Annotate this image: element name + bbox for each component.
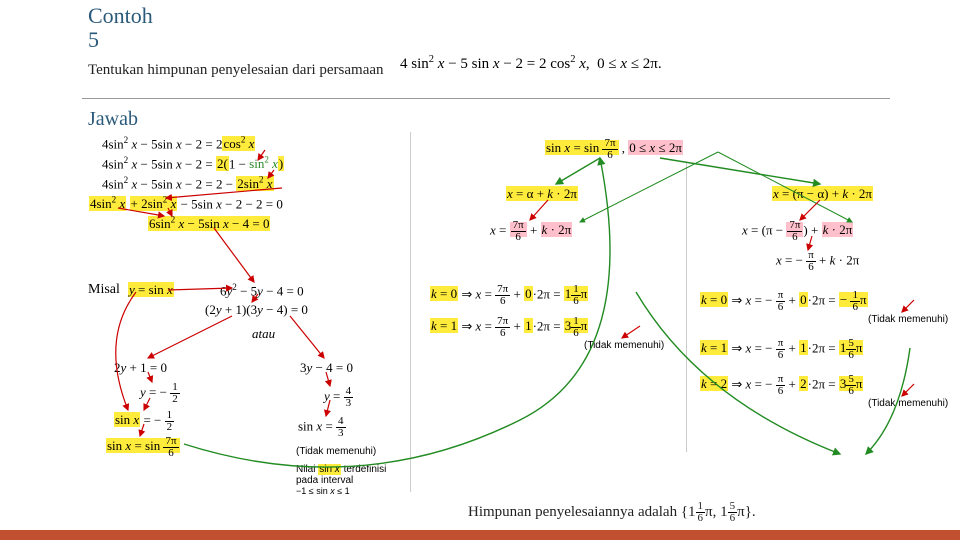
left-branch-3: sin x = − 12 xyxy=(114,410,174,433)
step-3: 4sin2 x − 5sin x − 2 = 2 − 2sin2 x xyxy=(102,175,274,192)
left-branch-2: y = − 12 xyxy=(140,382,180,405)
problem-intro: Tentukan himpunan penyelesaian dari pers… xyxy=(88,62,384,79)
solB-1: x = (π − 7π6) + k · 2π xyxy=(742,220,853,243)
not-satisfy-4: (Tidak memenuhi) xyxy=(868,398,948,409)
formula-right: x = (π − α) + k · 2π xyxy=(772,186,873,202)
solB-k2: k = 2 ⇒ x = − π6 + 2·2π = 356π xyxy=(700,374,863,397)
problem-equation: 4 sin2 x − 5 sin x − 2 = 2 cos2 x, 0 ≤ x… xyxy=(400,54,662,73)
footer-bar xyxy=(0,530,960,540)
step-7: (2y + 1)(3y − 4) = 0 xyxy=(205,302,308,318)
solB-k1: k = 1 ⇒ x = − π6 + 1·2π = 156π xyxy=(700,338,863,361)
misal-eq: y = sin x xyxy=(128,282,174,298)
right-branch-3: sin x = 43 xyxy=(298,416,346,439)
solA-1: x = 7π6 + k · 2π xyxy=(490,220,572,243)
not-satisfy-1: (Tidak memenuhi) xyxy=(296,446,376,457)
left-branch-4: sin x = sin 7π6 xyxy=(106,436,180,459)
solB-k0: k = 0 ⇒ x = − π6 + 0·2π = − 16π xyxy=(700,290,868,313)
solA-k0: k = 0 ⇒ x = 7π6 + 0·2π = 116π xyxy=(430,284,588,307)
left-branch-1: 2y + 1 = 0 xyxy=(114,360,167,376)
step-1: 4sin2 x − 5sin x − 2 = 2cos2 x xyxy=(102,135,255,152)
step-4: 4sin2 x + 2sin2 x − 5sin x − 2 − 2 = 0 xyxy=(89,195,283,212)
solB-2: x = − π6 + k · 2π xyxy=(776,250,859,273)
top-sin-box: sin x = sin 7π6 , 0 ≤ x ≤ 2π xyxy=(545,138,683,161)
not-satisfy-2: (Tidak memenuhi) xyxy=(584,340,664,351)
title-line-2: 5 xyxy=(88,27,99,52)
not-satisfy-3: (Tidak memenuhi) xyxy=(868,314,948,325)
step-2: 4sin2 x − 5sin x − 2 = 2(1 − sin2 x) xyxy=(102,155,284,172)
misal-label: Misal xyxy=(88,282,120,298)
solA-k1: k = 1 ⇒ x = 7π6 + 1·2π = 316π xyxy=(430,316,588,339)
formula-left: x = α + k · 2π xyxy=(506,186,578,202)
divider-horizontal xyxy=(82,98,890,99)
final-set: {116π, 156π} xyxy=(681,504,752,520)
example-title: Contoh 5 xyxy=(88,4,153,52)
title-line-1: Contoh xyxy=(88,3,153,28)
right-branch-1: 3y − 4 = 0 xyxy=(300,360,353,376)
final-text: Himpunan penyelesaiannya adalah xyxy=(468,504,677,520)
right-branch-2: y = 43 xyxy=(324,386,353,409)
vertical-divider-1 xyxy=(410,132,411,492)
step-6: 6y2 − 5y − 4 = 0 xyxy=(220,282,304,299)
final-sentence: Himpunan penyelesaiannya adalah {116π, 1… xyxy=(468,501,756,524)
atau-label: atau xyxy=(252,326,275,342)
answer-label: Jawab xyxy=(88,108,138,131)
step-5: 6sin2 x − 5sin x − 4 = 0 xyxy=(148,215,270,232)
nilai-terdef: Nilai sin x terdefinisipada interval−1 ≤… xyxy=(296,464,386,497)
vertical-divider-2 xyxy=(686,162,687,452)
